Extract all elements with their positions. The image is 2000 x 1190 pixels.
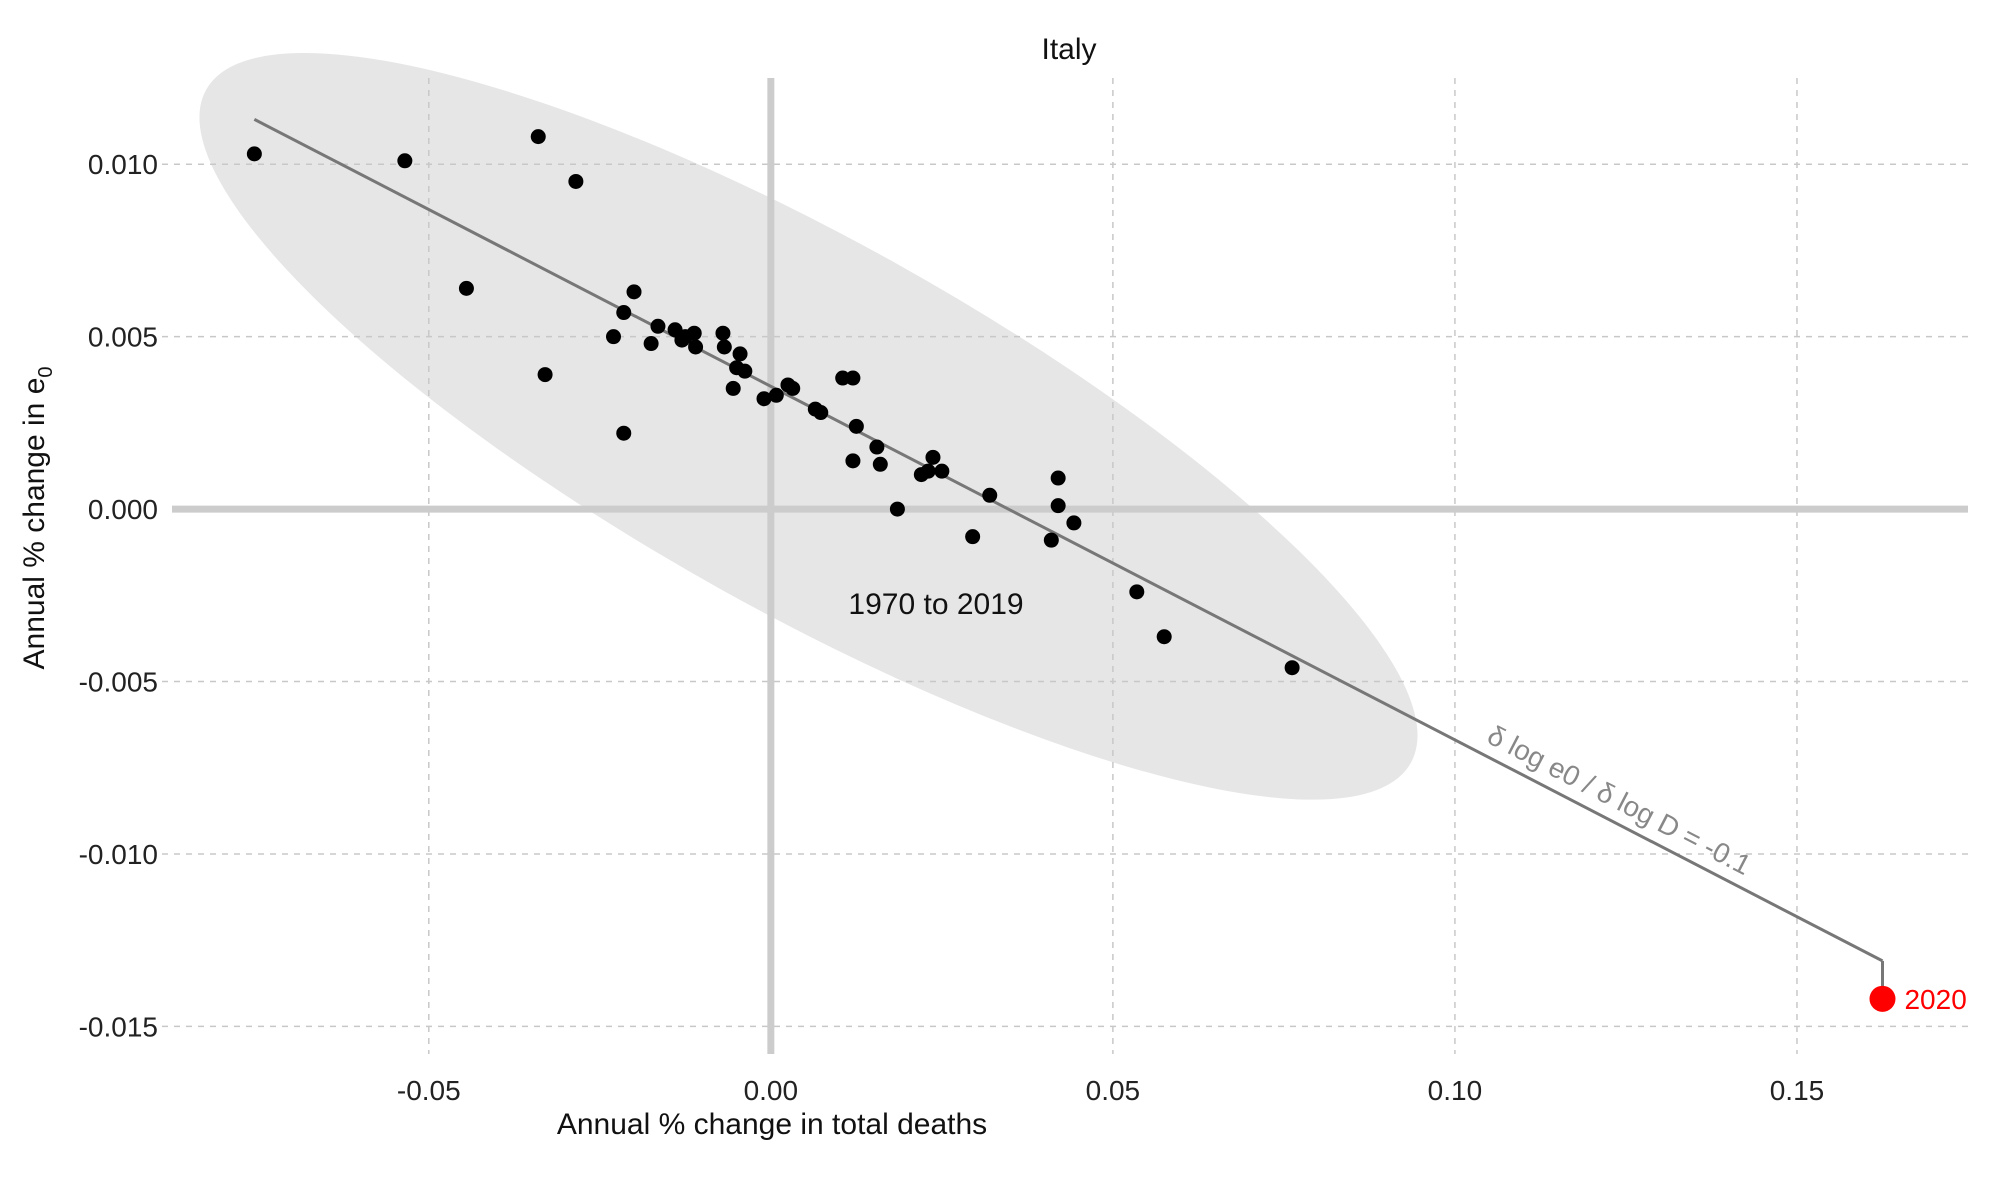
data-point-32 [869, 439, 885, 455]
data-point-31 [848, 418, 864, 434]
y-tick-label-1: -0.010 [79, 839, 158, 870]
y-axis-title-subscript: 0 [35, 366, 57, 377]
highlight-point [1869, 985, 1896, 1012]
x-axis-title: Annual % change in total deaths [557, 1108, 987, 1141]
data-point-33 [845, 453, 861, 469]
data-point-46 [1129, 584, 1145, 600]
points-layer [246, 129, 1896, 1012]
data-point-20 [737, 363, 753, 379]
data-point-0 [246, 146, 262, 162]
tick-labels: -0.05 0.00 0.05 0.10 0.15 -0.015 -0.010 -0.005 0… [79, 149, 1825, 1106]
data-point-38 [934, 463, 950, 479]
data-point-29 [835, 370, 851, 386]
data-point-1 [397, 153, 413, 169]
data-point-37 [925, 449, 941, 465]
data-point-47 [1156, 629, 1172, 645]
data-point-36 [920, 463, 936, 479]
y-tick-label-0: -0.015 [79, 1011, 158, 1042]
data-point-43 [1050, 498, 1066, 514]
x-tick-label-4: 0.15 [1770, 1075, 1825, 1106]
data-point-23 [756, 391, 772, 407]
grid-layer [162, 78, 1968, 1054]
data-point-30 [845, 370, 861, 386]
data-point-18 [732, 346, 748, 362]
x-tick-label-2: 0.05 [1086, 1075, 1141, 1106]
y-tick-label-3: 0.000 [88, 494, 158, 525]
data-point-6 [626, 284, 642, 300]
slope-line [253, 118, 1884, 963]
data-point-24 [768, 387, 784, 403]
data-point-34 [872, 456, 888, 472]
data-point-2 [530, 129, 546, 145]
y-tick-label-2: -0.005 [79, 667, 158, 698]
ellipse-layer [199, 52, 1418, 800]
x-tick-label-1: 0.00 [744, 1075, 799, 1106]
data-point-22 [616, 425, 632, 441]
y-tick-label-5: 0.010 [88, 149, 158, 180]
slope-label: δ log e0 / δ log D = -0.1 [1483, 719, 1757, 881]
data-point-44 [1066, 515, 1082, 531]
data-point-41 [965, 529, 981, 545]
y-axis-title: Annual % change in e0 [18, 366, 57, 669]
data-point-3 [568, 173, 584, 189]
y-tick-label-4: 0.005 [88, 322, 158, 353]
highlight-year-label: 2020 [1904, 984, 1966, 1015]
data-point-28 [813, 405, 829, 421]
x-tick-label-0: -0.05 [397, 1075, 461, 1106]
data-point-7 [616, 305, 632, 321]
data-point-48 [1284, 660, 1300, 676]
data-point-39 [889, 501, 905, 517]
x-tick-label-3: 0.10 [1428, 1075, 1483, 1106]
zero-lines [172, 78, 1968, 1054]
data-point-5 [537, 367, 553, 383]
data-point-40 [982, 487, 998, 503]
data-point-45 [1043, 532, 1059, 548]
confidence-ellipse [199, 52, 1418, 800]
y-axis-title-main: Annual % change in e [18, 378, 51, 670]
data-point-8 [606, 329, 621, 345]
data-point-17 [716, 339, 732, 355]
data-point-4 [458, 280, 474, 296]
data-point-42 [1050, 470, 1066, 486]
data-point-21 [725, 380, 741, 396]
data-point-14 [688, 339, 704, 355]
data-point-16 [715, 325, 731, 341]
data-point-9 [643, 336, 659, 352]
ellipse-period-label: 1970 to 2019 [848, 588, 1023, 621]
data-point-26 [785, 380, 801, 396]
data-point-15 [686, 325, 702, 341]
data-point-10 [650, 318, 666, 334]
chart-title: Italy [1041, 33, 1096, 66]
